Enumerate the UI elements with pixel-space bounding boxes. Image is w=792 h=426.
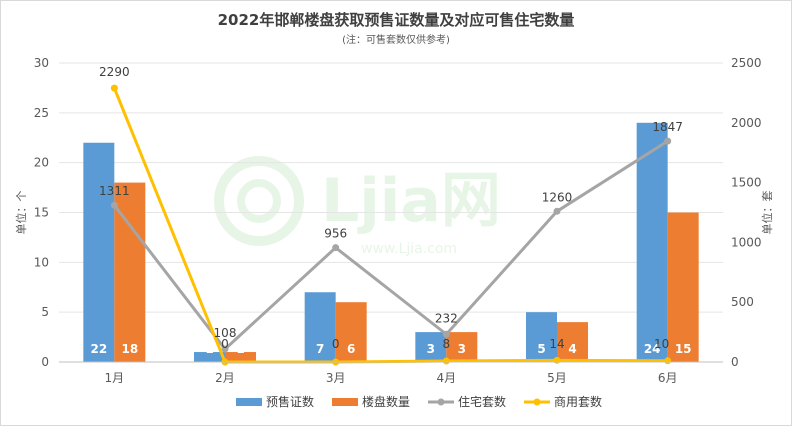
line-value-label: 0 [332, 337, 340, 351]
y-tick-label: 30 [34, 56, 49, 70]
bar-value-label: 24 [644, 342, 661, 356]
bar [415, 332, 447, 362]
bar-value-label: 15 [675, 342, 692, 356]
line-point [221, 345, 229, 353]
bar-value-label: 18 [121, 342, 138, 356]
watermark-logo: Ljia网 www.Ljia.com [214, 156, 501, 257]
x-tick-label: 5月 [547, 371, 567, 385]
bar-value-label: 6 [347, 342, 355, 356]
chart-title: 2022年邯郸楼盘获取预售证数量及对应可售住宅数量 [217, 11, 575, 29]
line-point [442, 357, 450, 365]
y2-tick-label: 500 [731, 295, 754, 309]
legend-swatch [332, 398, 358, 406]
line-value-label: 14 [549, 337, 564, 351]
y-tick-label: 0 [41, 355, 49, 369]
watermark-url: www.Ljia.com [361, 241, 457, 257]
y-axis-title: 单位：个 [14, 191, 28, 235]
bar [526, 312, 557, 362]
watermark-text: Ljia网 [321, 166, 501, 236]
y2-tick-label: 1000 [731, 235, 762, 249]
x-tick-label: 4月 [437, 371, 457, 385]
bar-value-label: 7 [316, 342, 324, 356]
bar [667, 212, 699, 362]
line-point [664, 357, 672, 365]
y2-tick-label: 2000 [731, 116, 762, 130]
x-tick-label: 1月 [105, 371, 125, 385]
y2-axis-title: 单位：套 [760, 191, 774, 235]
bar [557, 322, 588, 362]
line-point [442, 330, 450, 338]
bar-value-label: 1 [236, 342, 244, 356]
bar [304, 292, 336, 362]
legend-label: 住宅套数 [458, 394, 506, 409]
line-point [110, 84, 118, 92]
y-tick-label: 25 [34, 106, 49, 120]
line-point [553, 207, 561, 215]
line-point [664, 137, 672, 145]
series-line [112, 87, 668, 364]
legend-marker [437, 398, 445, 406]
line-value-label: 232 [435, 311, 458, 325]
bar-value-label: 22 [90, 342, 107, 356]
line-value-label: 0 [221, 337, 229, 351]
line-value-label: 2290 [99, 65, 130, 79]
chart-subtitle: (注：可售套数仅供参考) [342, 35, 450, 46]
bar-value-label: 1 [205, 342, 213, 356]
y2-tick-label: 1500 [731, 176, 762, 190]
line-value-label: 1847 [652, 120, 683, 134]
y2-tick-label: 2500 [731, 56, 762, 70]
bar [335, 302, 367, 362]
line-value-label: 108 [214, 326, 237, 340]
y-tick-label: 5 [41, 305, 49, 319]
legend-label: 楼盘数量 [362, 394, 410, 409]
y-tick-label: 15 [34, 206, 49, 220]
y2-tick-label: 0 [731, 355, 739, 369]
line-value-label: 10 [654, 337, 669, 351]
y-tick-label: 10 [34, 255, 49, 269]
line-point [110, 201, 118, 209]
bar [636, 122, 668, 362]
bar [446, 332, 478, 362]
legend-marker [533, 398, 541, 406]
bar [83, 142, 115, 362]
bar-value-label: 3 [458, 342, 466, 356]
bar-value-label: 5 [537, 342, 545, 356]
legend-label: 商用套数 [554, 394, 602, 409]
series-line [113, 139, 669, 351]
line-value-label: 8 [443, 337, 451, 351]
bar [194, 352, 225, 362]
y-tick-label: 20 [34, 156, 49, 170]
bar-value-label: 3 [427, 342, 435, 356]
line-value-label: 1311 [99, 184, 130, 198]
x-tick-label: 6月 [658, 371, 678, 385]
line-point [332, 244, 340, 252]
legend-label: 预售证数 [266, 394, 314, 409]
bar-value-label: 4 [568, 342, 576, 356]
line-point [553, 356, 561, 364]
legend-swatch [236, 398, 262, 406]
bar [225, 352, 256, 362]
line-value-label: 956 [324, 227, 347, 241]
x-tick-label: 3月 [326, 371, 346, 385]
line-value-label: 1260 [542, 190, 573, 204]
x-tick-label: 2月 [215, 371, 235, 385]
